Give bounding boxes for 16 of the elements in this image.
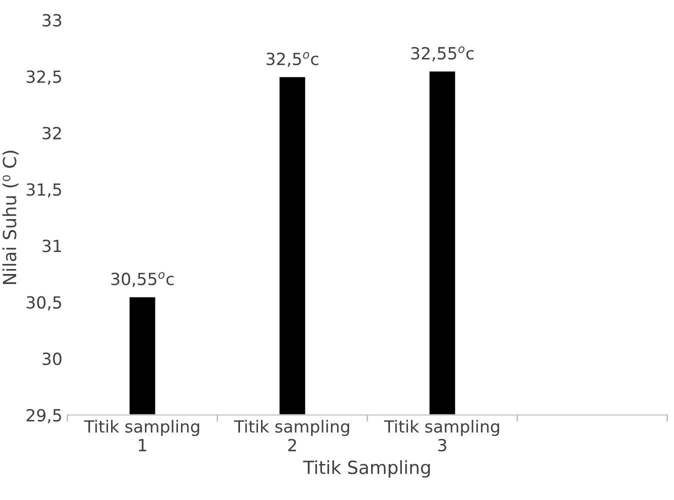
y-tick-label: 32,5 xyxy=(26,70,62,85)
data-label: 32,5$^{o}$c xyxy=(266,52,318,67)
y-axis-title: Nilai Suhu (⁰ C) xyxy=(2,150,18,284)
data-label: 32,55$^{o}$c xyxy=(411,46,474,62)
y-tick-label: 32 xyxy=(42,126,61,140)
y-tick-label: 33 xyxy=(42,14,62,27)
y-tick-label: 31 xyxy=(42,240,61,252)
y-tick-label: 31,5 xyxy=(26,183,62,198)
y-tick-label: 30 xyxy=(42,352,62,366)
y-tick-label: 29,5 xyxy=(26,408,62,424)
data-label: 30,55$^{o}$c xyxy=(111,272,174,287)
x-tick-label: Titik sampling 2 xyxy=(234,420,350,452)
x-tick-label: Titik sampling 3 xyxy=(384,420,500,452)
y-tick-label: 30,5 xyxy=(26,296,62,310)
x-tick-label: Titik sampling 1 xyxy=(84,420,200,452)
x-axis-title: Titik Sampling xyxy=(303,460,430,478)
